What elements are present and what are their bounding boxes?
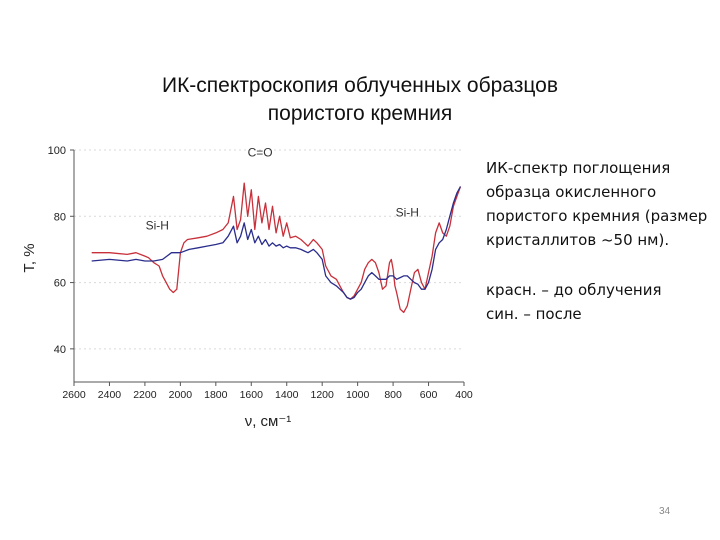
annotation-0: C=O	[248, 146, 273, 160]
y-tick-label-0: 40	[54, 344, 66, 356]
page-number: 34	[659, 506, 671, 517]
x-tick-label-2: 2200	[133, 389, 157, 401]
legend-text-blue: син. – после	[486, 305, 582, 323]
chart-axes	[73, 150, 464, 383]
slide-title: ИК-спектроскопия облученных образцов пор…	[90, 72, 630, 128]
annotation-1: Si-H	[146, 219, 169, 233]
side-text: ИК-спектр поглощения образца окисленного…	[486, 156, 711, 326]
spectrum-description: ИК-спектр поглощения образца окисленного…	[486, 159, 708, 249]
legend-text-red: красн. – до облучения	[486, 281, 662, 299]
chart-grid	[74, 149, 464, 350]
slide-title-line-1: ИК-спектроскопия облученных образцов	[161, 74, 559, 97]
x-tick-label-7: 1200	[311, 389, 335, 401]
y-axis-label: T, %	[21, 243, 38, 272]
slide-title-line-2: пористого кремния	[267, 102, 453, 125]
x-axis-label: ν, см⁻¹	[245, 413, 292, 430]
x-tick-label-8: 1000	[346, 389, 370, 401]
x-tick-label-5: 1600	[240, 389, 264, 401]
x-tick-label-3: 2000	[169, 389, 193, 401]
y-tick-label-2: 80	[54, 211, 66, 223]
annotation-2: Si-H	[396, 205, 419, 219]
series-line-0	[91, 182, 462, 314]
chart-series	[91, 182, 462, 314]
x-tick-label-11: 400	[455, 389, 473, 401]
chart-ticks: 2600 2400 2200 2000 1800 1600 1400 1200 1000 800 6…	[48, 145, 473, 401]
x-tick-label-10: 600	[420, 389, 438, 401]
x-tick-label-4: 1800	[204, 389, 228, 401]
x-tick-label-9: 800	[384, 389, 402, 401]
x-tick-label-1: 2400	[98, 389, 122, 401]
x-tick-label-6: 1400	[275, 389, 299, 401]
y-tick-label-1: 60	[54, 278, 66, 290]
x-tick-label-0: 2600	[62, 389, 86, 401]
chart-annotations: C=O Si-H Si-H	[146, 146, 419, 233]
y-tick-label-3: 100	[48, 145, 66, 157]
series-line-1	[91, 186, 462, 300]
